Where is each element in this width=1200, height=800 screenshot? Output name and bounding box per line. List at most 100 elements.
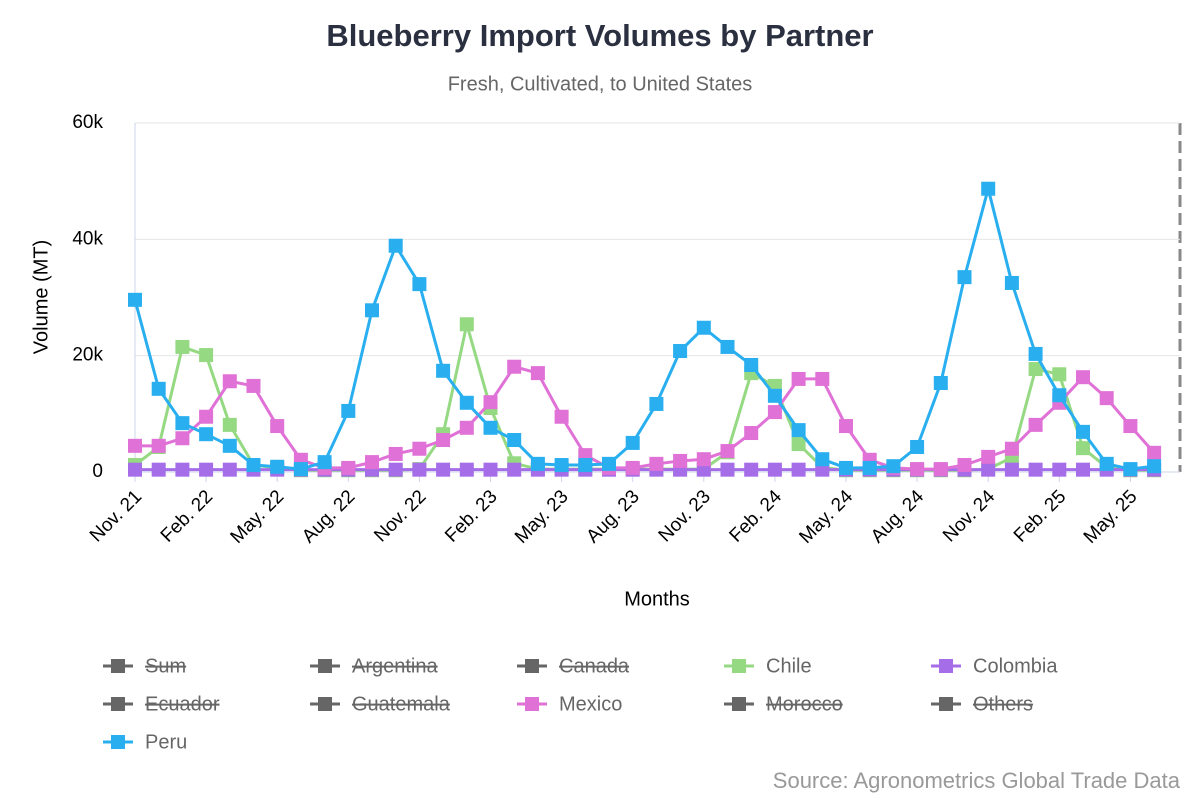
point <box>530 456 545 471</box>
point <box>744 426 759 441</box>
point <box>388 446 403 461</box>
point <box>625 435 640 450</box>
legend-label: Guatemala <box>352 693 451 715</box>
point <box>222 374 237 389</box>
legend-label: Colombia <box>973 655 1058 677</box>
point <box>1004 462 1019 477</box>
legend-marker <box>318 659 332 673</box>
point <box>720 444 735 459</box>
point <box>412 462 427 477</box>
point <box>151 381 166 396</box>
x-tick-label: Aug. 24 <box>867 486 928 547</box>
point <box>436 462 451 477</box>
point <box>459 317 474 332</box>
point <box>649 456 664 471</box>
point <box>199 462 214 477</box>
y-tick-label: 40k <box>72 228 103 249</box>
series-line <box>134 322 1155 472</box>
point <box>1052 367 1067 382</box>
point <box>507 359 522 374</box>
point <box>175 462 190 477</box>
point <box>862 460 877 475</box>
point <box>767 462 782 477</box>
point <box>1123 462 1138 477</box>
point <box>1123 419 1138 434</box>
point <box>270 419 285 434</box>
legend-label: Chile <box>766 655 812 677</box>
legend-label: Morocco <box>766 693 843 715</box>
legend-label: Argentina <box>352 655 438 677</box>
x-tick-label: May. 23 <box>511 486 573 548</box>
point <box>388 238 403 253</box>
point <box>720 462 735 477</box>
point <box>270 459 285 474</box>
point <box>222 438 237 453</box>
point <box>222 462 237 477</box>
point <box>1076 424 1090 439</box>
point <box>412 441 427 456</box>
point <box>625 460 640 475</box>
legend-marker <box>525 697 539 711</box>
point <box>886 459 901 474</box>
point <box>602 456 616 471</box>
point <box>1099 391 1114 406</box>
x-axis-title: Months <box>624 588 690 610</box>
x-tick-label: Nov. 24 <box>939 486 999 546</box>
legend-label: Mexico <box>559 693 622 715</box>
point <box>815 452 830 467</box>
point <box>720 339 735 354</box>
point <box>910 462 925 477</box>
point <box>459 420 474 435</box>
point <box>696 320 711 335</box>
point <box>293 462 308 477</box>
point <box>459 395 474 410</box>
point <box>151 462 166 477</box>
point <box>1147 445 1162 460</box>
point <box>767 388 782 403</box>
point <box>673 344 688 359</box>
x-tick-label: Feb. 22 <box>157 486 217 546</box>
point <box>459 462 474 477</box>
legend-marker <box>111 735 125 749</box>
legend-marker <box>525 659 539 673</box>
point <box>199 409 214 424</box>
point <box>507 433 522 448</box>
point <box>365 303 379 318</box>
point <box>483 462 498 477</box>
point <box>128 438 142 453</box>
x-tick-label: May. 24 <box>795 486 857 548</box>
point <box>957 458 972 473</box>
legend-marker <box>732 659 746 673</box>
point <box>791 371 806 386</box>
point <box>175 339 190 354</box>
legend-marker <box>111 659 125 673</box>
point <box>744 462 759 477</box>
point <box>388 462 403 477</box>
legend-marker <box>939 697 953 711</box>
point <box>791 437 806 452</box>
point <box>933 462 948 477</box>
point <box>981 449 996 464</box>
legend-label: Sum <box>145 655 186 677</box>
point <box>1076 462 1090 477</box>
point <box>341 403 356 418</box>
point <box>1052 388 1067 403</box>
point <box>175 431 190 446</box>
point <box>507 462 522 477</box>
point <box>246 378 261 393</box>
point <box>767 405 782 420</box>
point <box>199 427 214 442</box>
y-tick-label: 20k <box>72 345 103 366</box>
series-line <box>133 187 1155 471</box>
x-tick-label: Feb. 23 <box>441 486 501 546</box>
point <box>554 409 569 424</box>
y-tick-label: 60k <box>72 112 103 133</box>
point <box>696 452 711 467</box>
y-axis-title: Volume (MT) <box>30 240 52 354</box>
series-line <box>135 365 1156 471</box>
x-tick-label: Feb. 24 <box>726 486 787 547</box>
point <box>910 439 925 454</box>
point <box>128 462 142 477</box>
legend-marker <box>318 697 332 711</box>
x-tick-label: Nov. 23 <box>655 486 715 546</box>
